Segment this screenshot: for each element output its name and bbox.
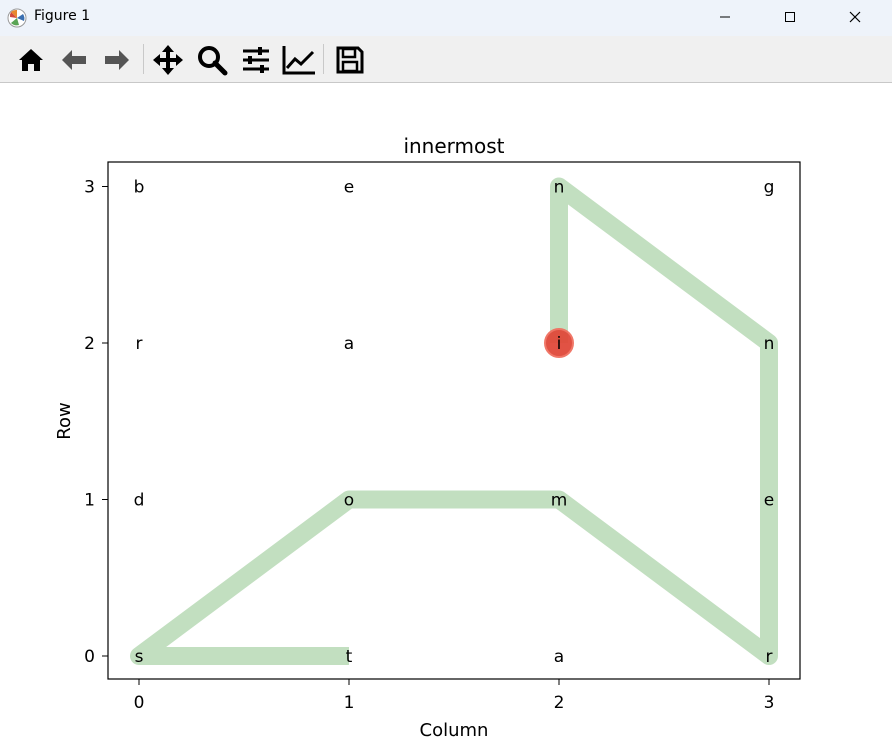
y-axis-label: Row (54, 402, 75, 439)
y-tick-label: 2 (84, 334, 95, 354)
configure-subplots-icon (243, 47, 269, 73)
word-path-line (130, 177, 778, 665)
maximize-icon (785, 12, 795, 22)
x-tick-label: 3 (764, 693, 775, 713)
x-tick-label: 2 (554, 693, 565, 713)
home-icon (19, 49, 43, 71)
forward-arrow-icon (105, 50, 129, 70)
grid-letter: e (344, 178, 354, 198)
zoom-button[interactable] (195, 43, 229, 77)
grid-letter: e (764, 491, 774, 511)
chart[interactable]: innermost b e n g r a i n d o m e s t a r 0 1 2 3 0 1 2 3 Colu… (0, 83, 892, 746)
toolbar-separator (323, 44, 324, 74)
window-title: Figure 1 (34, 8, 91, 24)
close-icon (849, 11, 861, 23)
x-axis-label: Column (420, 720, 489, 741)
grid-letter: a (344, 334, 354, 354)
figure-canvas[interactable]: innermost b e n g r a i n d o m e s t a r 0 1 2 3 0 1 2 3 Colu… (0, 83, 892, 746)
toolbar-separator (143, 44, 144, 74)
toolbar (0, 36, 892, 83)
home-button[interactable] (14, 43, 48, 77)
save-icon (336, 46, 364, 74)
back-button[interactable] (57, 43, 91, 77)
zoom-icon (198, 46, 228, 76)
axes-frame (107, 161, 801, 680)
configure-subplots-button[interactable] (239, 43, 273, 77)
minimize-icon (720, 16, 730, 18)
minimize-button[interactable] (702, 0, 748, 34)
grid-letter: g (764, 178, 775, 198)
maximize-button[interactable] (767, 0, 813, 34)
grid-letter: d (134, 491, 145, 511)
edit-axis-icon (282, 46, 315, 75)
grid-letter: o (344, 491, 354, 511)
chart-title: innermost (403, 134, 504, 158)
forward-button[interactable] (100, 43, 134, 77)
y-tick-label: 0 (84, 647, 95, 667)
grid-letter: i (557, 334, 562, 354)
grid-letter: t (346, 647, 353, 667)
y-tick-label: 3 (84, 178, 95, 198)
grid-letter: b (134, 178, 145, 198)
matplotlib-logo-icon (7, 8, 27, 28)
y-tick-label: 1 (84, 491, 95, 511)
save-button[interactable] (333, 43, 367, 77)
grid-letter: r (766, 647, 773, 667)
pan-button[interactable] (151, 43, 185, 77)
grid-letter: n (554, 178, 565, 198)
title-bar: Figure 1 (0, 0, 892, 36)
grid-letter: a (554, 647, 564, 667)
grid-letter: n (764, 334, 775, 354)
edit-axis-button[interactable] (282, 43, 316, 77)
close-button[interactable] (832, 0, 878, 34)
x-tick-label: 1 (344, 693, 355, 713)
grid-letter: r (136, 334, 143, 354)
grid-letter: m (551, 491, 568, 511)
grid-letter: s (135, 647, 144, 667)
x-tick-label: 0 (134, 693, 145, 713)
pan-icon (153, 45, 183, 75)
start-marker (544, 328, 574, 358)
back-arrow-icon (62, 50, 86, 70)
